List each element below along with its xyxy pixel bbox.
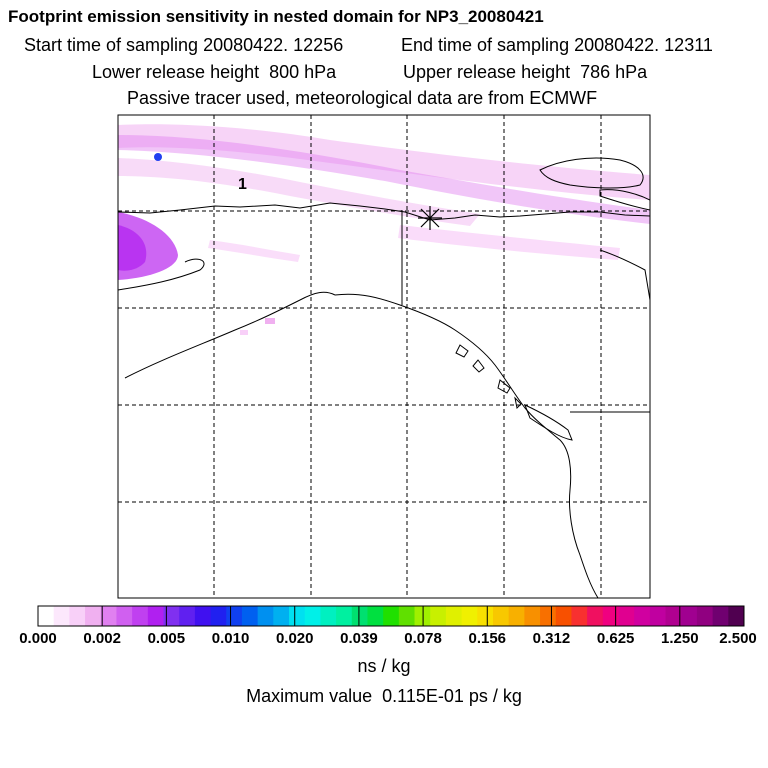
colorbar-swatch (351, 606, 368, 626)
colorbar-tick-label: 0.005 (147, 630, 186, 647)
start-time: Start time of sampling 20080422. 12256 (24, 35, 344, 55)
plume-speck (265, 318, 275, 324)
colorbar-swatch (461, 606, 478, 626)
colorbar-swatch (602, 606, 619, 626)
colorbar-swatch (53, 606, 70, 626)
colorbar-swatch (367, 606, 384, 626)
colorbar-tick-label: 0.078 (404, 630, 442, 647)
colorbar-swatch (492, 606, 510, 626)
plume-band (118, 158, 480, 226)
colorbar-swatch (555, 606, 572, 626)
colorbar-swatch (665, 606, 682, 626)
plume-band (118, 225, 147, 271)
colorbar-swatch (304, 606, 321, 626)
colorbar-tick-label: 1.250 (661, 630, 699, 647)
tracer-note: Passive tracer used, meteorological data… (127, 88, 598, 108)
colorbar-swatch (132, 606, 149, 626)
colorbar-tick-label: 0.020 (275, 630, 314, 647)
colorbar-swatch (179, 606, 196, 626)
release-point-marker (418, 206, 442, 230)
colorbar-swatch (194, 606, 212, 626)
colorbar-tick-label: 0.625 (596, 630, 635, 647)
gulf-of-alaska-coast (334, 293, 599, 598)
colorbar-unit: ns / kg (357, 656, 411, 676)
colorbar-swatch (226, 606, 243, 626)
colorbar-swatch (320, 606, 337, 626)
colorbar-swatch (85, 606, 102, 626)
graticule (118, 115, 650, 598)
colorbar-tick-label: 0.010 (211, 630, 250, 647)
bc-islands (455, 344, 522, 410)
colorbar-swatch (273, 606, 290, 626)
colorbar-swatch (696, 606, 714, 626)
colorbar-swatch (681, 606, 698, 626)
colorbar-swatch (383, 606, 400, 626)
colorbar-swatch (210, 606, 227, 626)
plume-band (118, 135, 650, 224)
colorbar-swatch (257, 606, 274, 626)
colorbar-swatch (587, 606, 604, 626)
plume-band (118, 124, 650, 200)
colorbar-tick-label: 0.039 (340, 630, 378, 647)
colorbar-swatch (241, 606, 259, 626)
colorbar-swatch (524, 606, 541, 626)
figure-title: Footprint emission sensitivity in nested… (8, 7, 544, 26)
emission-sensitivity-field (118, 124, 650, 335)
colorbar-swatch (728, 606, 745, 626)
colorbar-swatch (38, 606, 55, 626)
plume-hotspot (154, 153, 162, 161)
colorbar-swatch (336, 606, 353, 626)
hudson-coast (599, 249, 650, 301)
map-frame (117, 114, 651, 599)
colorbar-swatch (445, 606, 463, 626)
colorbar (38, 606, 745, 626)
aleutian-peninsula (124, 291, 336, 379)
end-time: End time of sampling 20080422. 12311 (401, 35, 713, 55)
colorbar-swatch (649, 606, 667, 626)
colorbar-tick-label: 0.156 (468, 630, 507, 647)
arctic-islands (599, 189, 650, 211)
colorbar-swatch (477, 606, 494, 626)
colorbar-tick-label: 2.500 (719, 630, 757, 647)
release-label: 1 (238, 176, 247, 193)
colorbar-swatch (163, 606, 180, 626)
colorbar-swatch (712, 606, 729, 626)
coastlines (118, 157, 650, 598)
colorbar-swatch (147, 606, 165, 626)
colorbar-swatch (116, 606, 133, 626)
colorbar-tick-label: 0.312 (532, 630, 571, 647)
colorbar-swatch (508, 606, 525, 626)
upper-release-height: Upper release height 786 hPa (403, 62, 648, 82)
colorbar-swatch (634, 606, 651, 626)
plume-band (398, 225, 620, 260)
lower-release-height: Lower release height 800 hPa (92, 62, 337, 82)
alaska-west-coast (118, 258, 205, 291)
colorbar-swatch (430, 606, 447, 626)
plume-speck (240, 330, 248, 335)
colorbar-swatch (571, 606, 588, 626)
alaska-north-coast (118, 202, 650, 221)
colorbar-swatch (618, 606, 635, 626)
colorbar-tick-label: 0.002 (83, 630, 121, 647)
colorbar-swatch (398, 606, 416, 626)
colorbar-swatch (100, 606, 117, 626)
colorbar-swatch (69, 606, 86, 626)
vancouver-island (524, 404, 573, 441)
colorbar-swatch (289, 606, 306, 626)
maximum-value: Maximum value 0.115E-01 ps / kg (246, 686, 522, 706)
colorbar-tick-label: 0.000 (19, 630, 57, 647)
colorbar-swatch (540, 606, 557, 626)
arctic-islands (539, 157, 644, 189)
plume-band (208, 240, 300, 262)
colorbar-frame (37, 605, 745, 627)
